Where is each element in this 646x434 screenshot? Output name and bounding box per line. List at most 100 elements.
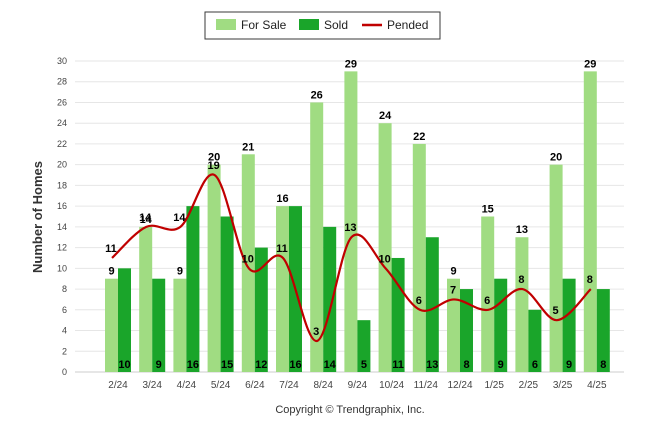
x-tick-label: 3/25 bbox=[553, 380, 573, 391]
data-label-for-sale: 29 bbox=[345, 58, 357, 70]
data-label-for-sale: 24 bbox=[379, 110, 392, 122]
legend-label-for-sale: For Sale bbox=[241, 18, 287, 32]
data-label-sold: 16 bbox=[187, 359, 199, 371]
data-label-for-sale: 13 bbox=[516, 224, 528, 236]
bar-sold bbox=[118, 268, 131, 372]
data-label-pended: 6 bbox=[416, 295, 422, 307]
data-label-sold: 16 bbox=[289, 359, 301, 371]
bar-for-sale bbox=[241, 154, 255, 372]
x-tick-label: 6/24 bbox=[245, 380, 265, 391]
x-tick-label: 2/24 bbox=[108, 380, 128, 391]
bar-sold bbox=[460, 289, 473, 372]
bar-for-sale bbox=[310, 102, 324, 372]
data-label-sold: 9 bbox=[566, 359, 572, 371]
x-tick-label: 3/24 bbox=[142, 380, 162, 391]
legend-label-pended: Pended bbox=[387, 18, 428, 32]
bar-for-sale bbox=[207, 164, 221, 372]
x-axis-ticks: 2/24 3/24 4/24 5/24 6/24 7/24 8/24 9/24 10/24 11/… bbox=[108, 380, 607, 391]
data-label-for-sale: 9 bbox=[108, 266, 114, 278]
y-tick-label: 10 bbox=[57, 263, 67, 273]
bar-for-sale bbox=[412, 143, 426, 372]
bar-for-sale bbox=[583, 71, 597, 372]
data-label-pended: 11 bbox=[105, 243, 117, 255]
data-label-pended: 14 bbox=[173, 212, 186, 224]
bar-sold bbox=[323, 226, 337, 372]
data-label-for-sale: 20 bbox=[550, 152, 562, 164]
x-tick-label: 5/24 bbox=[211, 380, 231, 391]
legend-swatch-sold bbox=[299, 19, 319, 30]
data-label-sold: 10 bbox=[118, 359, 130, 371]
data-label-pended: 8 bbox=[587, 274, 593, 286]
x-tick-label: 2/25 bbox=[519, 380, 539, 391]
x-tick-label: 12/24 bbox=[447, 380, 472, 391]
bar-for-sale bbox=[378, 123, 392, 372]
x-tick-label: 4/25 bbox=[587, 380, 607, 391]
data-label-pended: 3 bbox=[313, 326, 319, 338]
y-tick-label: 2 bbox=[62, 346, 67, 356]
data-label-sold: 9 bbox=[156, 359, 162, 371]
y-tick-label: 16 bbox=[57, 201, 67, 211]
data-label-sold: 11 bbox=[392, 359, 404, 371]
data-label-pended: 7 bbox=[450, 284, 456, 296]
data-label-sold: 14 bbox=[324, 359, 337, 371]
data-label-sold: 8 bbox=[600, 359, 606, 371]
x-tick-label: 1/25 bbox=[484, 380, 504, 391]
data-label-for-sale: 22 bbox=[413, 131, 425, 143]
data-label-for-sale: 15 bbox=[482, 204, 494, 216]
data-label-pended: 6 bbox=[484, 295, 490, 307]
x-tick-label: 8/24 bbox=[313, 380, 333, 391]
data-label-sold: 9 bbox=[498, 359, 504, 371]
y-axis-label: Number of Homes bbox=[30, 161, 45, 273]
data-label-pended: 5 bbox=[553, 305, 559, 317]
data-labels: 9 10 14 9 9 16 20 15 21 12 16 16 26 14 29 5 24 11 22 13 9 8 15… bbox=[105, 58, 606, 371]
legend-label-sold: Sold bbox=[324, 18, 348, 32]
x-tick-label: 9/24 bbox=[348, 380, 368, 391]
bar-for-sale bbox=[344, 71, 358, 372]
y-tick-label: 18 bbox=[57, 180, 67, 190]
x-tick-label: 10/24 bbox=[379, 380, 404, 391]
y-tick-label: 12 bbox=[57, 243, 67, 253]
bars bbox=[105, 71, 610, 372]
data-label-for-sale: 9 bbox=[450, 266, 456, 278]
data-label-pended: 8 bbox=[518, 274, 524, 286]
bar-sold bbox=[494, 278, 508, 372]
copyright-credit: Copyright © Trendgraphix, Inc. bbox=[275, 404, 424, 416]
data-label-for-sale: 16 bbox=[276, 193, 288, 205]
y-tick-label: 0 bbox=[62, 367, 67, 377]
bar-for-sale bbox=[549, 164, 563, 372]
data-label-for-sale: 20 bbox=[208, 152, 220, 164]
bar-sold bbox=[220, 216, 234, 372]
bar-sold bbox=[357, 320, 371, 372]
y-tick-label: 20 bbox=[57, 160, 67, 170]
bar-for-sale bbox=[276, 206, 289, 372]
y-tick-label: 4 bbox=[62, 326, 67, 336]
bar-sold bbox=[254, 247, 268, 372]
data-label-sold: 13 bbox=[426, 359, 438, 371]
bar-for-sale bbox=[515, 237, 529, 372]
y-tick-label: 6 bbox=[62, 305, 67, 315]
bar-for-sale bbox=[481, 216, 495, 372]
y-tick-label: 24 bbox=[57, 118, 67, 128]
data-label-sold: 12 bbox=[255, 359, 267, 371]
y-tick-label: 30 bbox=[57, 56, 67, 66]
x-tick-label: 7/24 bbox=[279, 380, 299, 391]
bar-sold bbox=[186, 206, 200, 372]
data-label-pended: 11 bbox=[276, 243, 288, 255]
y-tick-label: 8 bbox=[62, 284, 67, 294]
x-tick-label: 11/24 bbox=[414, 380, 439, 391]
data-label-for-sale: 29 bbox=[584, 58, 596, 70]
data-label-sold: 6 bbox=[532, 359, 538, 371]
pended-series-line bbox=[111, 173, 592, 342]
data-label-for-sale: 14 bbox=[140, 214, 153, 226]
bar-sold bbox=[528, 309, 542, 372]
bar-for-sale bbox=[447, 278, 460, 372]
pended-line bbox=[111, 173, 592, 342]
y-tick-label: 26 bbox=[57, 97, 67, 107]
data-label-sold: 15 bbox=[221, 359, 233, 371]
data-label-for-sale: 21 bbox=[242, 141, 254, 153]
data-label-pended: 10 bbox=[378, 253, 390, 265]
legend-box bbox=[204, 11, 441, 40]
data-label-pended: 19 bbox=[207, 160, 219, 172]
